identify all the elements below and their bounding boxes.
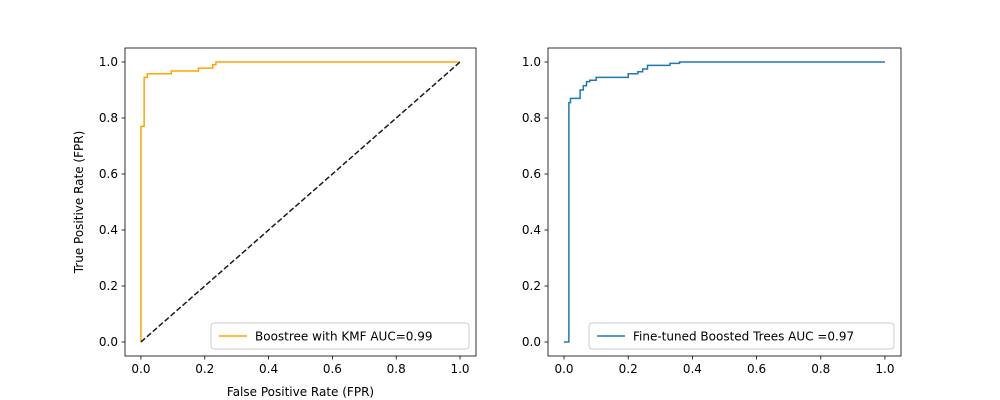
x-tick-label: 0.4 [683,362,702,376]
legend: Boostree with KMF AUC=0.99 [210,322,470,350]
legend-label: Boostree with KMF AUC=0.99 [255,329,432,343]
x-tick-label: 0.0 [554,362,573,376]
x-tick-label: 0.8 [387,362,406,376]
x-tick-label: 0.6 [323,362,342,376]
x-tick-label: 0.2 [195,362,214,376]
roc-panel-left: 0.0 0.2 0.4 0.6 0.8 1.0 0.0 0.2 0.4 0.6 0.8 1.0 Fals… [72,47,477,399]
legend-label: Fine-tuned Boosted Trees AUC =0.97 [633,329,854,343]
y-tick-label: 0.8 [99,111,118,125]
roc-panel-right: 0.0 0.2 0.4 0.6 0.8 1.0 0.0 0.2 0.4 0.6 0.8 1.0 Fine… [522,47,902,376]
series-group [140,61,461,343]
y-tick-label: 0.0 [99,335,118,349]
y-tick-label: 0.6 [522,167,541,181]
roc-curve-line [564,61,885,343]
roc-curve-line [140,61,461,342]
x-tick-label: 0.0 [131,362,150,376]
y-tick-label: 0.8 [522,111,541,125]
y-tick-label: 0.6 [99,167,118,181]
legend-box [588,322,895,350]
x-tick-label: 0.4 [259,362,278,376]
series-group [564,61,885,343]
y-tick-label: 0.4 [522,223,541,237]
x-tick-label: 0.8 [811,362,830,376]
legend-box [210,322,470,350]
x-tick-label: 1.0 [875,362,894,376]
y-axis-label: True Positive Rate (FPR) [72,131,86,275]
axes-frame [124,47,477,357]
x-tick-label: 1.0 [450,362,469,376]
legend: Fine-tuned Boosted Trees AUC =0.97 [588,322,895,350]
axes-frame [547,47,902,357]
y-tick-label: 1.0 [99,55,118,69]
y-tick-label: 0.2 [99,279,118,293]
x-tick-label: 0.6 [747,362,766,376]
x-axis-label: False Positive Rate (FPR) [227,385,374,399]
x-tick-label: 0.2 [619,362,638,376]
y-tick-label: 0.0 [522,335,541,349]
y-tick-label: 0.2 [522,279,541,293]
y-tick-label: 1.0 [522,55,541,69]
y-tick-label: 0.4 [99,223,118,237]
diagonal-reference-line [140,61,461,343]
